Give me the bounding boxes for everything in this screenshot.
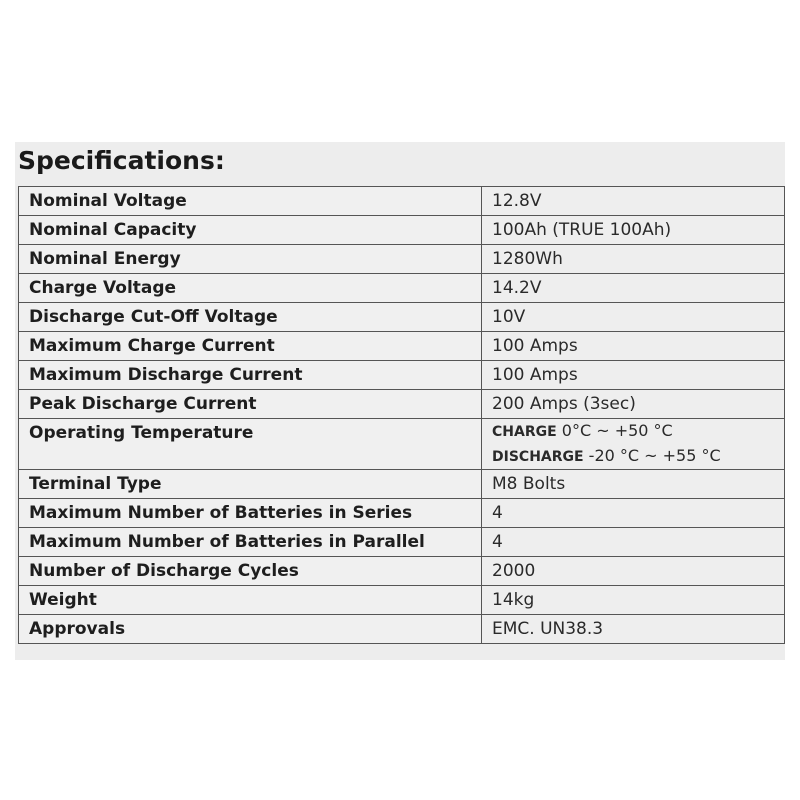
spec-row: Maximum Number of Batteries in Parallel 4: [18, 527, 785, 557]
spec-row: Weight 14kg: [18, 585, 785, 615]
spec-value-line: DISCHARGE -20 °C ~ +55 °C: [492, 444, 774, 469]
spec-label: Approvals: [18, 614, 482, 644]
spec-table: Nominal Voltage 12.8V Nominal Capacity 100A…: [18, 186, 785, 644]
spec-value: 200 Amps (3sec): [481, 389, 785, 419]
spec-value: 100Ah (TRUE 100Ah): [481, 215, 785, 245]
spec-value: 14kg: [481, 585, 785, 615]
condition-label: DISCHARGE: [492, 449, 584, 465]
spec-label: Nominal Capacity: [18, 215, 482, 245]
spec-row: Peak Discharge Current 200 Amps (3sec): [18, 389, 785, 419]
spec-label: Maximum Discharge Current: [18, 360, 482, 390]
spec-value: 2000: [481, 556, 785, 586]
spec-label: Maximum Charge Current: [18, 331, 482, 361]
spec-value: 14.2V: [481, 273, 785, 303]
condition-range: -20 °C ~ +55 °C: [588, 446, 721, 465]
spec-row: Approvals EMC. UN38.3: [18, 614, 785, 644]
spec-label: Nominal Energy: [18, 244, 482, 274]
spec-row: Maximum Discharge Current 100 Amps: [18, 360, 785, 390]
spec-value: 1280Wh: [481, 244, 785, 274]
spec-row: Nominal Energy 1280Wh: [18, 244, 785, 274]
spec-row: Nominal Capacity 100Ah (TRUE 100Ah): [18, 215, 785, 245]
spec-value: 100 Amps: [481, 331, 785, 361]
condition-range: 0°C ~ +50 °C: [561, 421, 673, 440]
spec-value: 12.8V: [481, 186, 785, 216]
title: Specifications:: [18, 146, 225, 175]
spec-label: Nominal Voltage: [18, 186, 482, 216]
spec-row: Operating Temperature CHARGE 0°C ~ +50 °C…: [18, 418, 785, 470]
spec-label: Weight: [18, 585, 482, 615]
spec-label: Terminal Type: [18, 469, 482, 499]
spec-value-line: CHARGE 0°C ~ +50 °C: [492, 419, 774, 444]
spec-row: Charge Voltage 14.2V: [18, 273, 785, 303]
spec-value: 4: [481, 527, 785, 557]
spec-label: Number of Discharge Cycles: [18, 556, 482, 586]
spec-row: Maximum Number of Batteries in Series 4: [18, 498, 785, 528]
spec-label: Operating Temperature: [18, 418, 482, 470]
spec-row: Discharge Cut-Off Voltage 10V: [18, 302, 785, 332]
spec-label: Charge Voltage: [18, 273, 482, 303]
spec-row: Nominal Voltage 12.8V: [18, 186, 785, 216]
spec-value: 100 Amps: [481, 360, 785, 390]
spec-label: Maximum Number of Batteries in Series: [18, 498, 482, 528]
spec-label: Peak Discharge Current: [18, 389, 482, 419]
spec-row: Maximum Charge Current 100 Amps: [18, 331, 785, 361]
condition-label: CHARGE: [492, 424, 557, 440]
spec-panel: Specifications: Nominal Voltage 12.8V Nomi…: [15, 142, 785, 660]
spec-label: Maximum Number of Batteries in Parallel: [18, 527, 482, 557]
spec-row: Number of Discharge Cycles 2000: [18, 556, 785, 586]
spec-value: CHARGE 0°C ~ +50 °C DISCHARGE -20 °C ~ +5…: [481, 418, 785, 470]
spec-value: 4: [481, 498, 785, 528]
spec-value: EMC. UN38.3: [481, 614, 785, 644]
spec-value: M8 Bolts: [481, 469, 785, 499]
spec-label: Discharge Cut-Off Voltage: [18, 302, 482, 332]
spec-value: 10V: [481, 302, 785, 332]
spec-row: Terminal Type M8 Bolts: [18, 469, 785, 499]
